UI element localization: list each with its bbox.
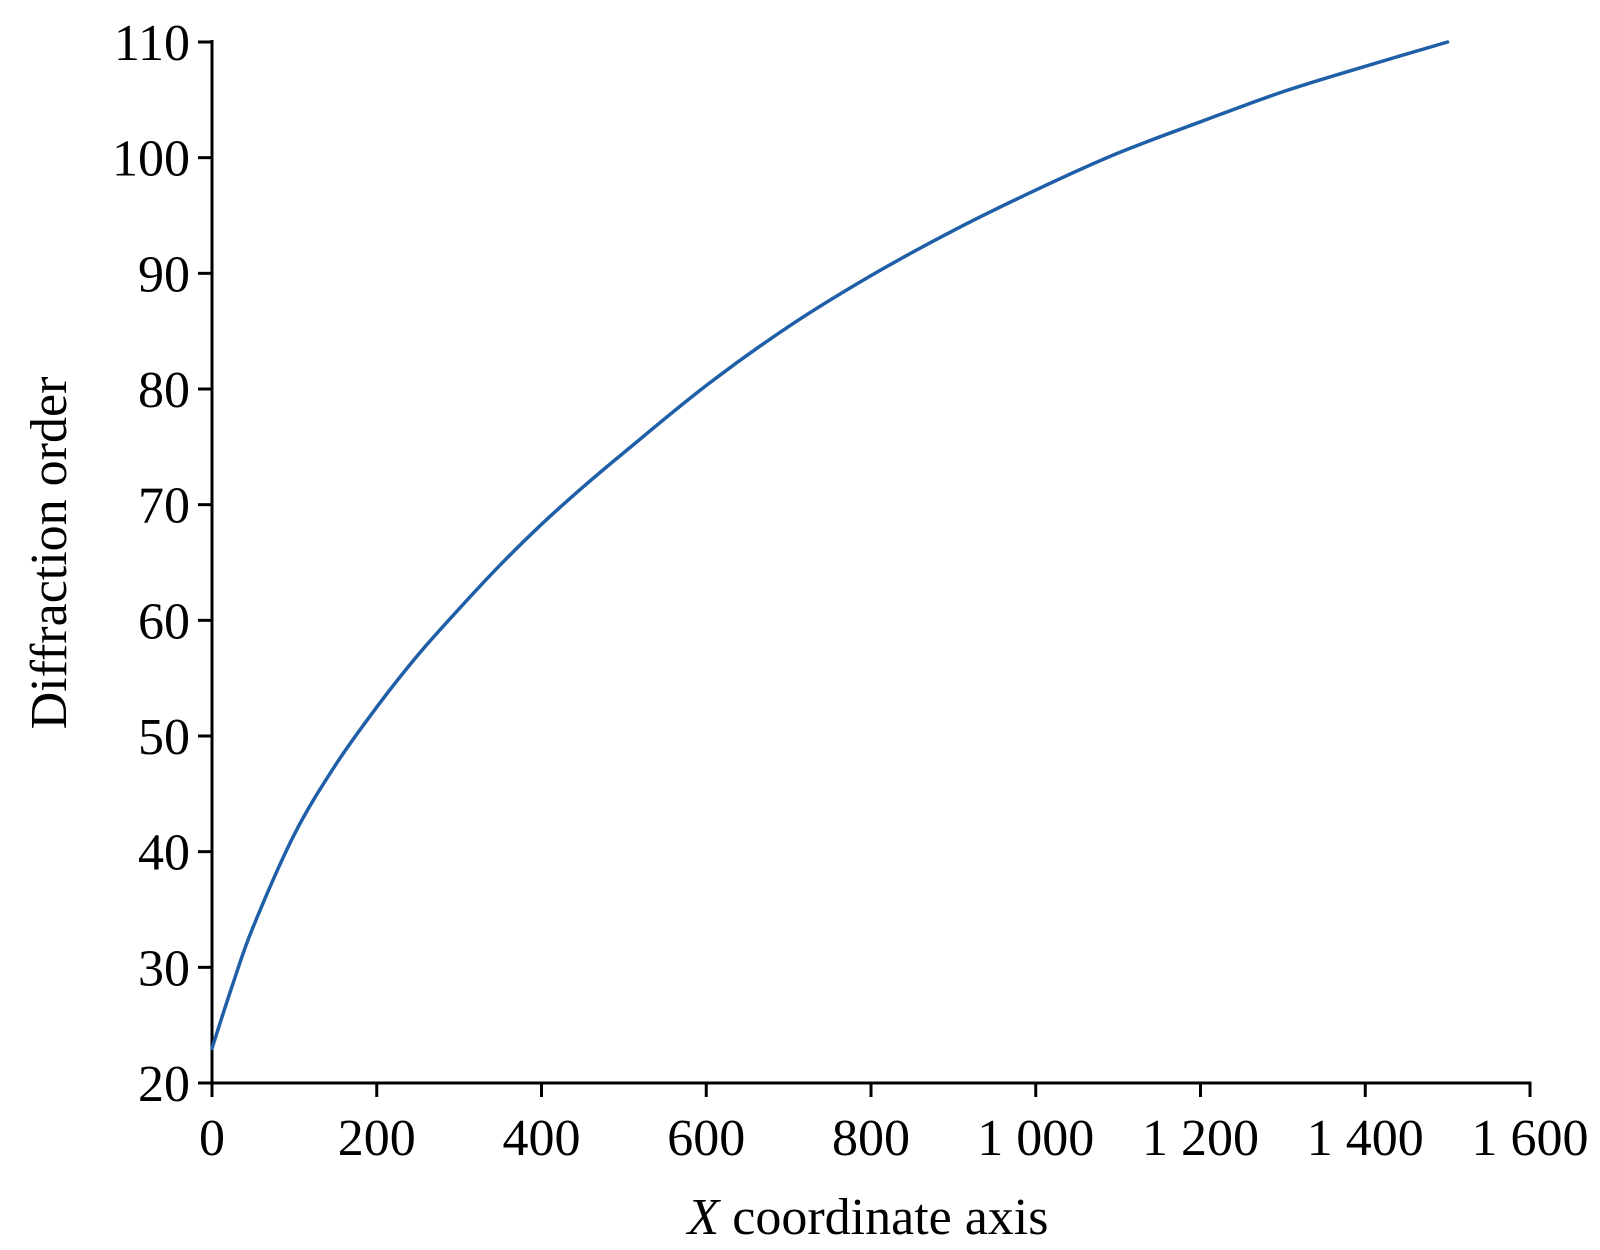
y-tick-label: 110 xyxy=(114,15,190,72)
x-axis-title-text: coordinate axis xyxy=(719,1189,1048,1246)
y-tick-label: 60 xyxy=(138,593,190,650)
x-axis-title-variable: X xyxy=(686,1189,722,1246)
x-tick-label: 1 600 xyxy=(1472,1110,1589,1167)
y-axis: 20 30 40 50 60 70 80 90 100 110 xyxy=(112,15,214,1113)
y-tick-label: 20 xyxy=(138,1056,190,1113)
y-tick-label: 50 xyxy=(138,709,190,766)
x-tick-label: 1 400 xyxy=(1307,1110,1424,1167)
y-tick-label: 80 xyxy=(138,362,190,419)
y-axis-title: Diffraction order xyxy=(21,377,78,730)
x-axis-title: X coordinate axis xyxy=(686,1189,1049,1246)
x-tick-label: 1 000 xyxy=(977,1110,1094,1167)
x-tick-label: 600 xyxy=(667,1110,745,1167)
x-tick-label: 1 200 xyxy=(1142,1110,1259,1167)
y-tick-label: 40 xyxy=(138,825,190,882)
x-axis: 0 200 400 600 800 1 000 1 200 1 400 1 600 xyxy=(199,1081,1589,1167)
data-line xyxy=(210,40,1450,1051)
y-tick-label: 90 xyxy=(138,246,190,303)
y-tick-label: 70 xyxy=(138,478,190,535)
x-tick-label: 400 xyxy=(503,1110,581,1167)
x-tick-label: 800 xyxy=(832,1110,910,1167)
y-tick-label: 100 xyxy=(112,131,190,188)
x-tick-label: 200 xyxy=(338,1110,416,1167)
x-tick-label: 0 xyxy=(199,1110,225,1167)
y-tick-label: 30 xyxy=(138,940,190,997)
